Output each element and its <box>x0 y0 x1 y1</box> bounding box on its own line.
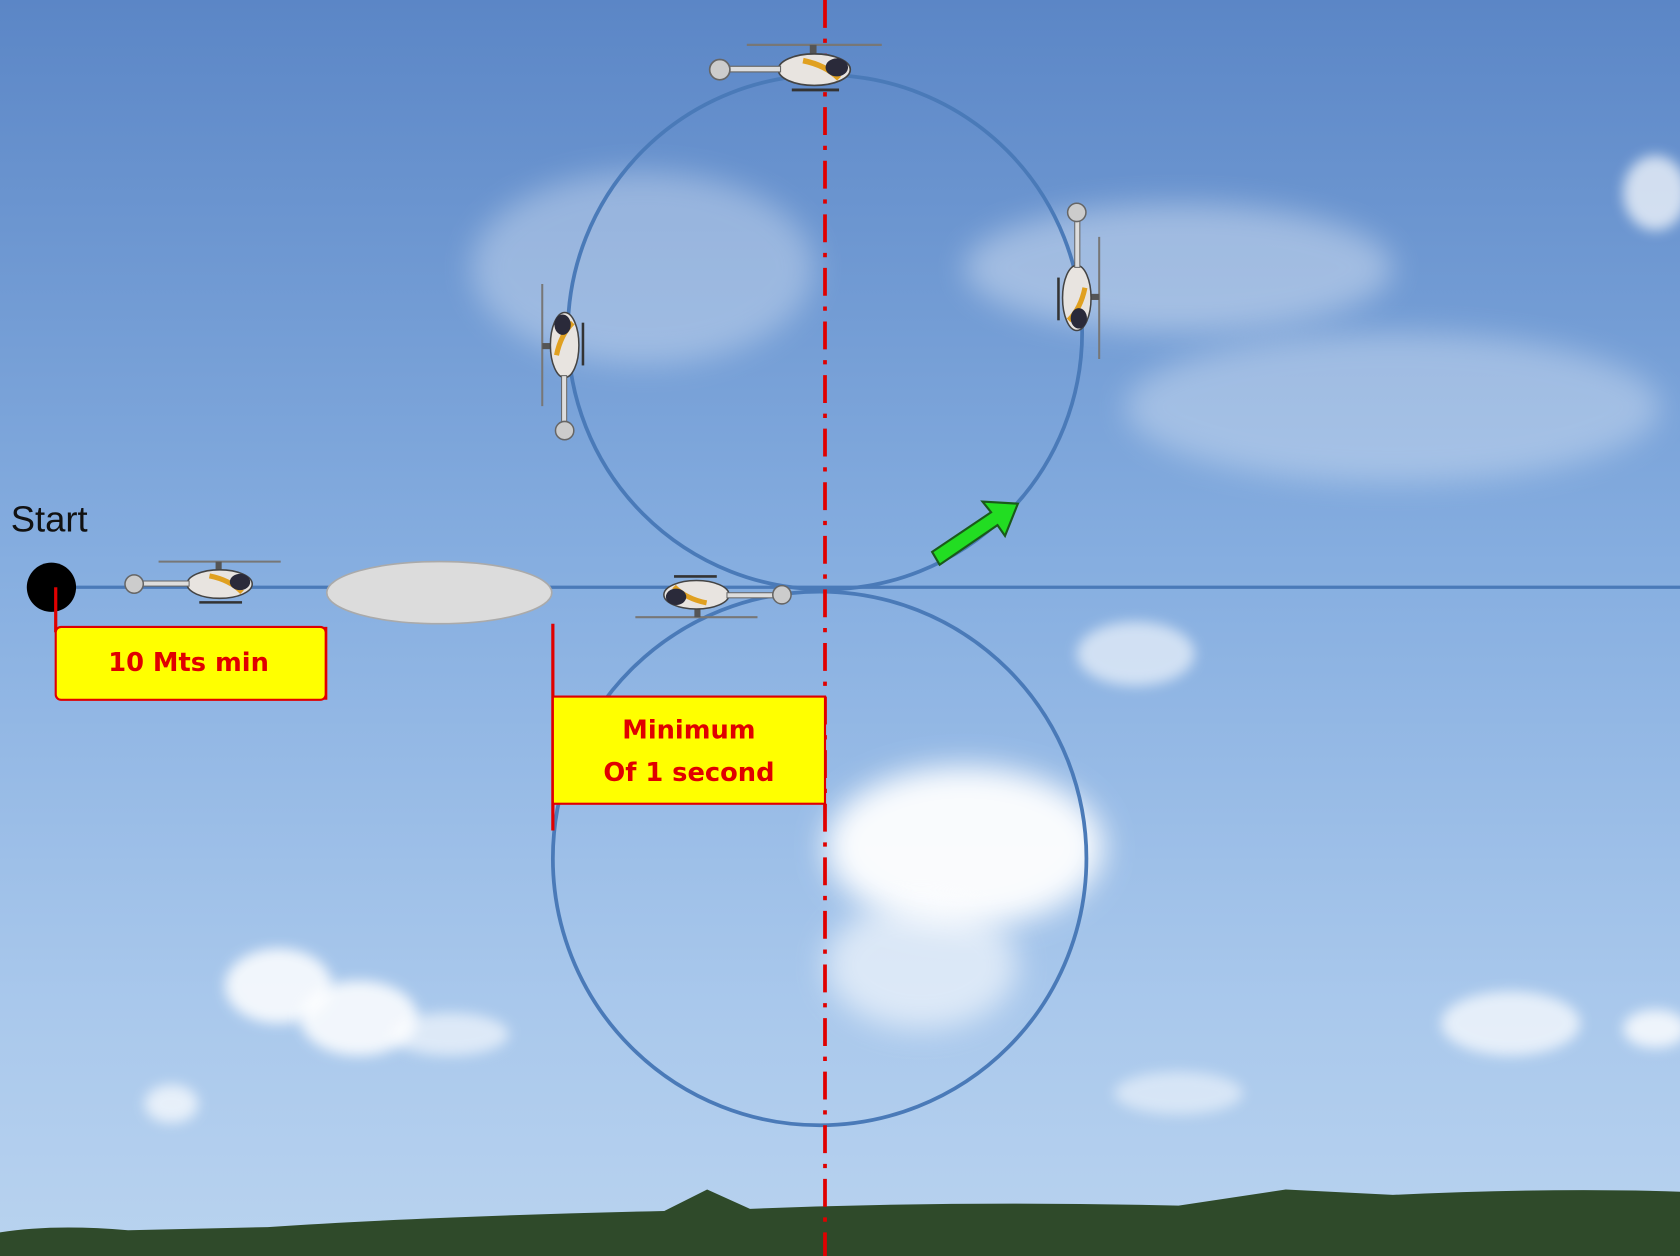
duration-label: Minimum <box>622 715 755 745</box>
diagram: 10 Mts min Minimum Of 1 second Start <box>0 0 1680 1256</box>
start-label: Start <box>11 499 88 540</box>
duration-label: Of 1 second <box>603 758 774 788</box>
distance-label: 10 Mts min <box>108 648 269 678</box>
entry-marker <box>327 562 552 624</box>
page: {"labels": {"start": "Start", "distance"… <box>0 0 1680 1256</box>
start-point <box>27 563 76 612</box>
